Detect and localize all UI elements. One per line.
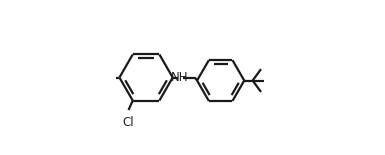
Text: NH: NH — [171, 71, 188, 84]
Text: Cl: Cl — [122, 116, 134, 129]
